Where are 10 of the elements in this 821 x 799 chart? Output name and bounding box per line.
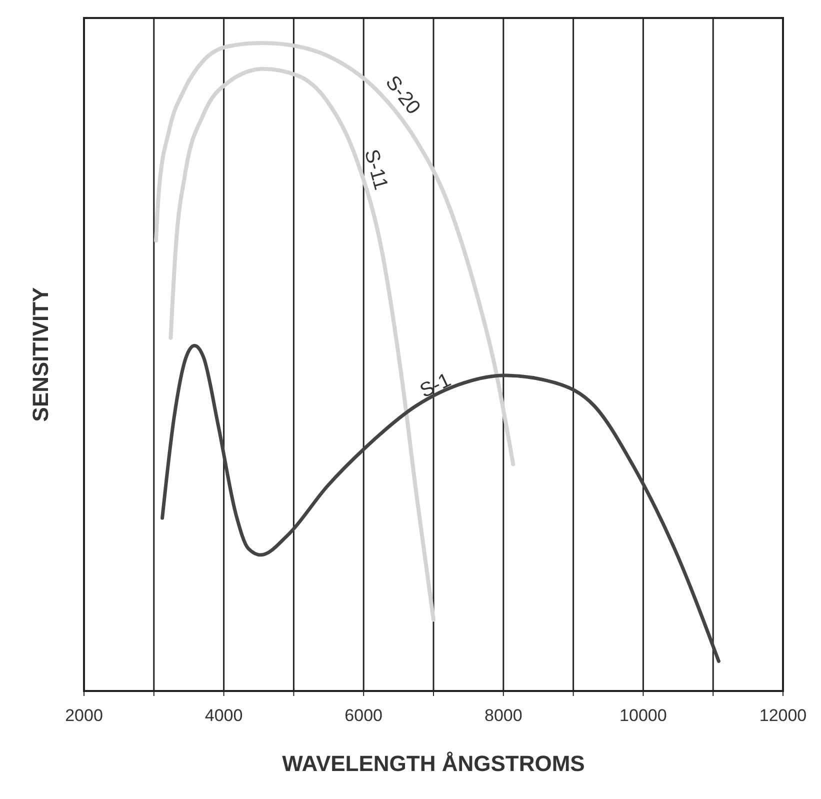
x-axis-title: WAVELENGTH ÅNGSTROMS: [282, 751, 585, 776]
x-tick-label: 4000: [204, 706, 243, 725]
text: S-1: [416, 369, 454, 402]
x-tick-label: 6000: [344, 706, 383, 725]
x-tick-label: 10000: [620, 706, 667, 725]
x-tick-label: 12000: [759, 706, 807, 725]
y-axis-title: SENSITIVITY: [28, 286, 53, 422]
x-tick-label: 8000: [484, 706, 522, 725]
x-tick-label: 2000: [65, 706, 103, 725]
text: S-11: [360, 147, 392, 192]
